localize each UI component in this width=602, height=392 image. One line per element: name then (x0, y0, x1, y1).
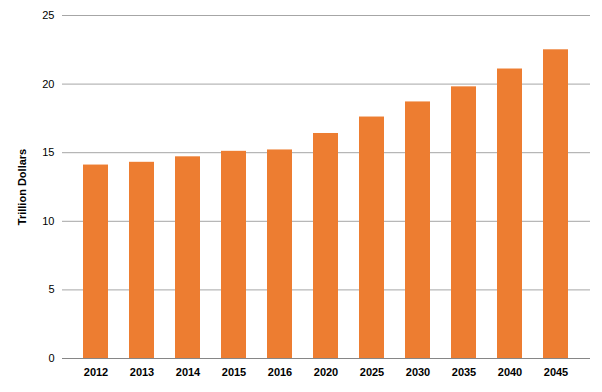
svg-text:2045: 2045 (544, 366, 568, 378)
svg-text:2015: 2015 (222, 366, 246, 378)
svg-text:25: 25 (42, 9, 54, 21)
svg-text:2014: 2014 (176, 366, 201, 378)
svg-text:Trillion Dollars: Trillion Dollars (16, 149, 28, 225)
svg-text:2012: 2012 (84, 366, 108, 378)
svg-text:2035: 2035 (452, 366, 476, 378)
svg-text:0: 0 (48, 352, 54, 364)
svg-text:15: 15 (42, 146, 54, 158)
svg-text:2025: 2025 (360, 366, 384, 378)
svg-text:10: 10 (42, 215, 54, 227)
svg-text:5: 5 (48, 283, 54, 295)
svg-text:2030: 2030 (406, 366, 430, 378)
svg-text:2013: 2013 (130, 366, 154, 378)
svg-text:2020: 2020 (314, 366, 338, 378)
svg-text:2040: 2040 (498, 366, 522, 378)
svg-text:20: 20 (42, 78, 54, 90)
svg-text:2016: 2016 (268, 366, 292, 378)
